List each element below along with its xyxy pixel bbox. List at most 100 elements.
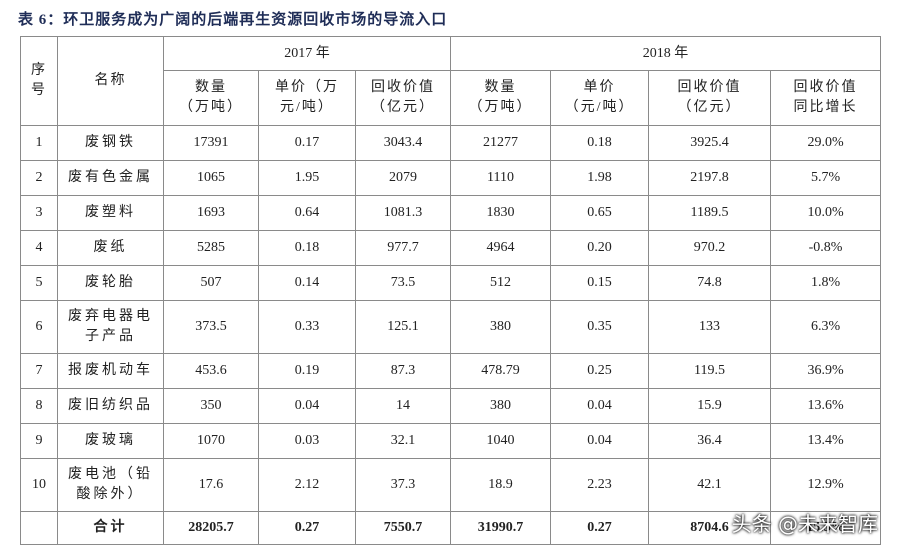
header-line: （亿元） xyxy=(677,100,742,115)
cell: 8704.6 xyxy=(648,511,772,545)
cell: 4 xyxy=(20,230,58,266)
cell: -0.8% xyxy=(770,230,882,266)
header-line: （万吨） xyxy=(468,100,533,115)
cell: 29.0% xyxy=(770,125,882,161)
name-cell: 废纸 xyxy=(57,230,164,266)
name-cell: 废弃电器电子产品 xyxy=(57,300,164,354)
cell: 4964 xyxy=(450,230,552,266)
cell: 10 xyxy=(20,458,58,512)
name-cell: 废玻璃 xyxy=(57,423,164,459)
cell: 5.7% xyxy=(770,160,882,196)
cell: 37.3 xyxy=(354,458,452,512)
cell: 17.6 xyxy=(163,458,259,512)
cell: 0.25 xyxy=(550,353,650,389)
cell: 7550.7 xyxy=(354,511,452,545)
cell: 1040 xyxy=(450,423,552,459)
cell: 1693 xyxy=(163,195,259,231)
header-line: 回收价值 xyxy=(371,80,436,95)
cell: 7 xyxy=(20,353,58,389)
cell: 478.79 xyxy=(450,353,552,389)
cell: 0.35 xyxy=(550,300,650,354)
header-cell: 名称 xyxy=(57,36,164,126)
cell: 0.18 xyxy=(550,125,650,161)
cell: 0.64 xyxy=(258,195,356,231)
cell: 36.9% xyxy=(770,353,882,389)
header-line: 数量 xyxy=(484,80,517,95)
total-row: 合计 28205.7 0.27 7550.7 31990.7 0.27 8704.6 15.3… xyxy=(20,511,882,545)
table-row: 4 废纸 5285 0.18 977.7 4964 0.20 970.2 -0.8% xyxy=(20,230,882,266)
cell: 73.5 xyxy=(354,265,452,301)
header-line: 单价（万 xyxy=(275,80,339,95)
cell: 0.65 xyxy=(550,195,650,231)
header-cell: 回收价值 （亿元） xyxy=(354,70,452,126)
cell: 8 xyxy=(20,388,58,424)
header-line: 序 xyxy=(31,63,47,78)
table-row: 1 废钢铁 17391 0.17 3043.4 21277 0.18 3925.4 29.0% xyxy=(20,125,882,161)
cell: 15.9 xyxy=(648,388,772,424)
header-cell: 回收价值 （亿元） xyxy=(648,70,772,126)
cell: 0.19 xyxy=(258,353,356,389)
cell: 0.15 xyxy=(550,265,650,301)
cell: 1110 xyxy=(450,160,552,196)
name-cell: 废轮胎 xyxy=(57,265,164,301)
cell: 6.3% xyxy=(770,300,882,354)
cell: 0.04 xyxy=(258,388,356,424)
table-title: 表 6：环卫服务成为广阔的后端再生资源回收市场的导流入口 xyxy=(18,12,448,28)
cell: 350 xyxy=(163,388,259,424)
header-cell: 回收价值 同比增长 xyxy=(770,70,882,126)
cell: 42.1 xyxy=(648,458,772,512)
cell: 1070 xyxy=(163,423,259,459)
header-cell: 2018 年 xyxy=(450,36,882,71)
header-cell: 数量 （万吨） xyxy=(163,70,259,126)
cell: 0.27 xyxy=(550,511,650,545)
cell: 10.0% xyxy=(770,195,882,231)
cell: 2197.8 xyxy=(648,160,772,196)
total-label: 合计 xyxy=(57,511,164,545)
cell: 0.33 xyxy=(258,300,356,354)
cell: 373.5 xyxy=(163,300,259,354)
table-row: 3 废塑料 1693 0.64 1081.3 1830 0.65 1189.5 10.0% xyxy=(20,195,882,231)
cell: 31990.7 xyxy=(450,511,552,545)
header-row: 数量 （万吨） 单价（万 元/吨） 回收价值 （亿元） 数量 （万吨） 单价 （元/吨） 回收价值 （… xyxy=(21,70,882,126)
header-line: （万吨） xyxy=(179,100,243,115)
cell: 0.04 xyxy=(550,388,650,424)
name-cell: 废旧纺织品 xyxy=(57,388,164,424)
table-row: 5 废轮胎 507 0.14 73.5 512 0.15 74.8 1.8% xyxy=(20,265,882,301)
header-line: 单价 xyxy=(583,80,616,95)
cell: 1 xyxy=(20,125,58,161)
cell: 507 xyxy=(163,265,259,301)
cell: 0.27 xyxy=(258,511,356,545)
cell: 0.04 xyxy=(550,423,650,459)
cell: 2079 xyxy=(354,160,452,196)
cell: 2 xyxy=(20,160,58,196)
table-row: 6 废弃电器电子产品 373.5 0.33 125.1 380 0.35 133 6.3% xyxy=(20,300,882,354)
table-row: 2 废有色金属 1065 1.95 2079 1110 1.98 2197.8 5.7% xyxy=(20,160,882,196)
table-row: 7 报废机动车 453.6 0.19 87.3 478.79 0.25 119.5 36.9% xyxy=(20,353,882,389)
cell: 970.2 xyxy=(648,230,772,266)
header-line: 同比增长 xyxy=(793,100,858,115)
cell: 17391 xyxy=(163,125,259,161)
cell: 15.3% xyxy=(770,511,882,545)
header-line: 数量 xyxy=(195,80,227,95)
name-cell: 废有色金属 xyxy=(57,160,164,196)
cell: 28205.7 xyxy=(163,511,259,545)
header-line: 回收价值 xyxy=(677,80,742,95)
cell: 1189.5 xyxy=(648,195,772,231)
cell: 6 xyxy=(20,300,58,354)
cell: 1081.3 xyxy=(354,195,452,231)
cell: 1.8% xyxy=(770,265,882,301)
cell: 1065 xyxy=(163,160,259,196)
header-line: （亿元） xyxy=(371,100,436,115)
cell: 133 xyxy=(648,300,772,354)
header-line: 元/吨） xyxy=(280,100,334,115)
header-cell: 序号 xyxy=(20,36,58,126)
cell: 380 xyxy=(450,300,552,354)
cell: 380 xyxy=(450,388,552,424)
cell: 0.14 xyxy=(258,265,356,301)
cell: 0.18 xyxy=(258,230,356,266)
header-line: 回收价值 xyxy=(793,80,858,95)
cell: 0.17 xyxy=(258,125,356,161)
cell: 3925.4 xyxy=(648,125,772,161)
cell: 3 xyxy=(20,195,58,231)
header-cell: 数量 （万吨） xyxy=(450,70,552,126)
